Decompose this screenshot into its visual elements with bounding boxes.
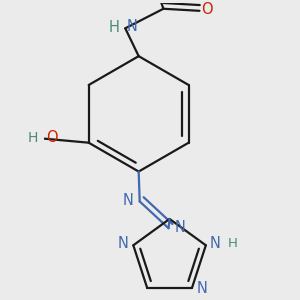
Text: N: N: [174, 220, 185, 235]
Text: N: N: [197, 281, 208, 296]
Text: N: N: [118, 236, 128, 251]
Text: O: O: [202, 2, 213, 17]
Text: N: N: [127, 19, 138, 34]
Text: H: H: [28, 130, 38, 145]
Text: N: N: [123, 193, 134, 208]
Text: N: N: [210, 236, 220, 251]
Text: O: O: [46, 130, 57, 145]
Text: H: H: [109, 20, 119, 35]
Text: H: H: [228, 237, 238, 250]
